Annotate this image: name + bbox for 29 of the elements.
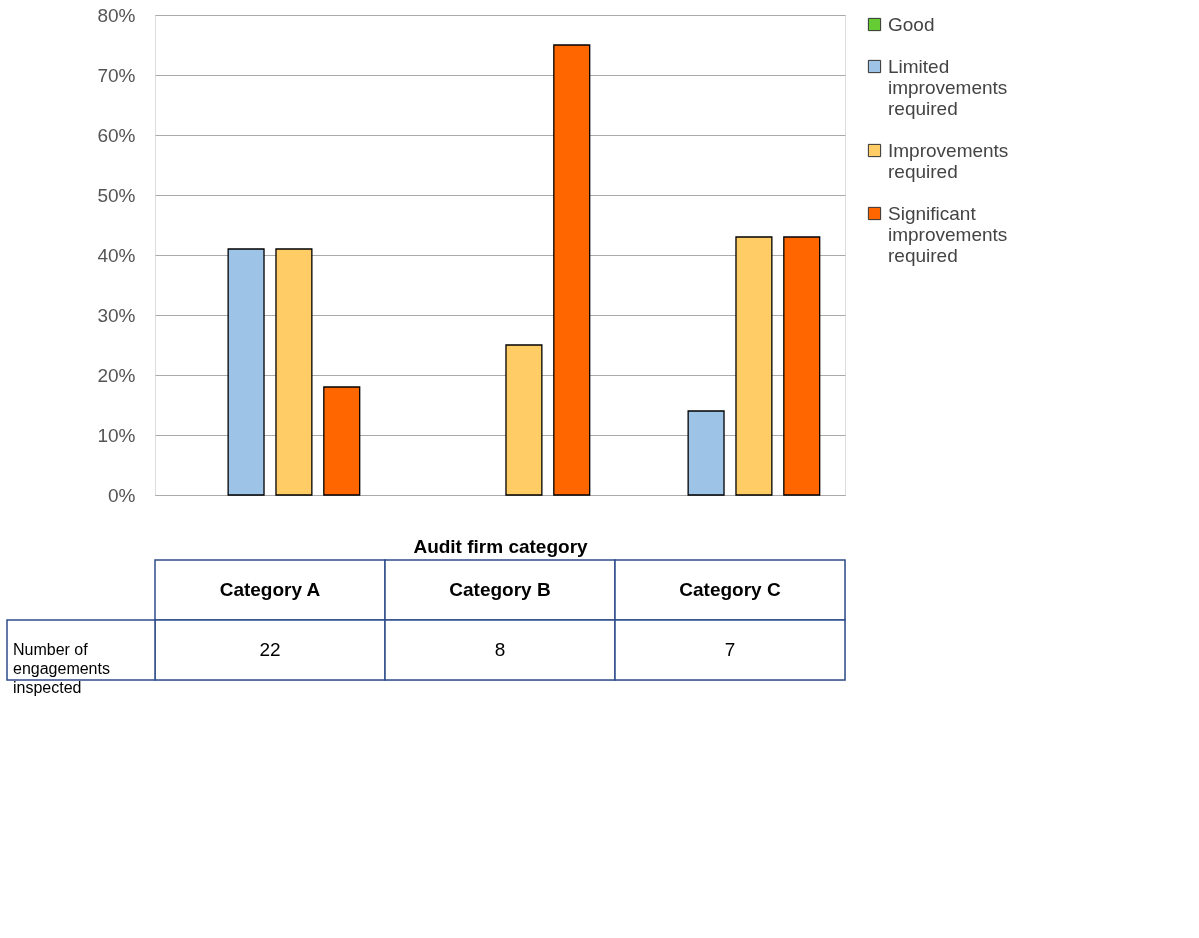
legend-label: Significant improvements required bbox=[888, 202, 1008, 266]
y-tick-label: 50% bbox=[97, 184, 136, 206]
y-tick-label: 10% bbox=[97, 424, 136, 446]
bar bbox=[783, 236, 821, 496]
bar bbox=[505, 344, 543, 496]
x-tick-label: Category A bbox=[219, 579, 321, 600]
bar bbox=[553, 44, 591, 496]
text: Number of engagements inspected bbox=[13, 641, 110, 696]
bar bbox=[687, 410, 725, 496]
legend-label: Good bbox=[888, 13, 935, 35]
bar bbox=[227, 248, 265, 496]
text: 22 bbox=[259, 639, 281, 660]
x-tick-label: Category C bbox=[679, 579, 781, 600]
y-tick-label: 30% bbox=[97, 304, 136, 326]
text: 8 bbox=[494, 639, 506, 660]
y-tick-label: 70% bbox=[97, 64, 136, 86]
y-tick-label: 0% bbox=[108, 484, 136, 506]
y-tick-label: 80% bbox=[97, 4, 136, 26]
y-tick-label: 20% bbox=[97, 364, 136, 386]
text: 7 bbox=[724, 639, 736, 660]
x-axis-title: Audit firm category bbox=[413, 535, 589, 557]
y-tick-label: 40% bbox=[97, 244, 136, 266]
bar bbox=[275, 248, 313, 496]
legend-label: Improvements required bbox=[888, 139, 1009, 182]
legend-label: Limited improvements required bbox=[888, 55, 1008, 119]
y-tick-label: 60% bbox=[97, 124, 136, 146]
x-tick-label: Category B bbox=[449, 579, 551, 600]
bar bbox=[323, 386, 361, 496]
bar bbox=[735, 236, 773, 496]
